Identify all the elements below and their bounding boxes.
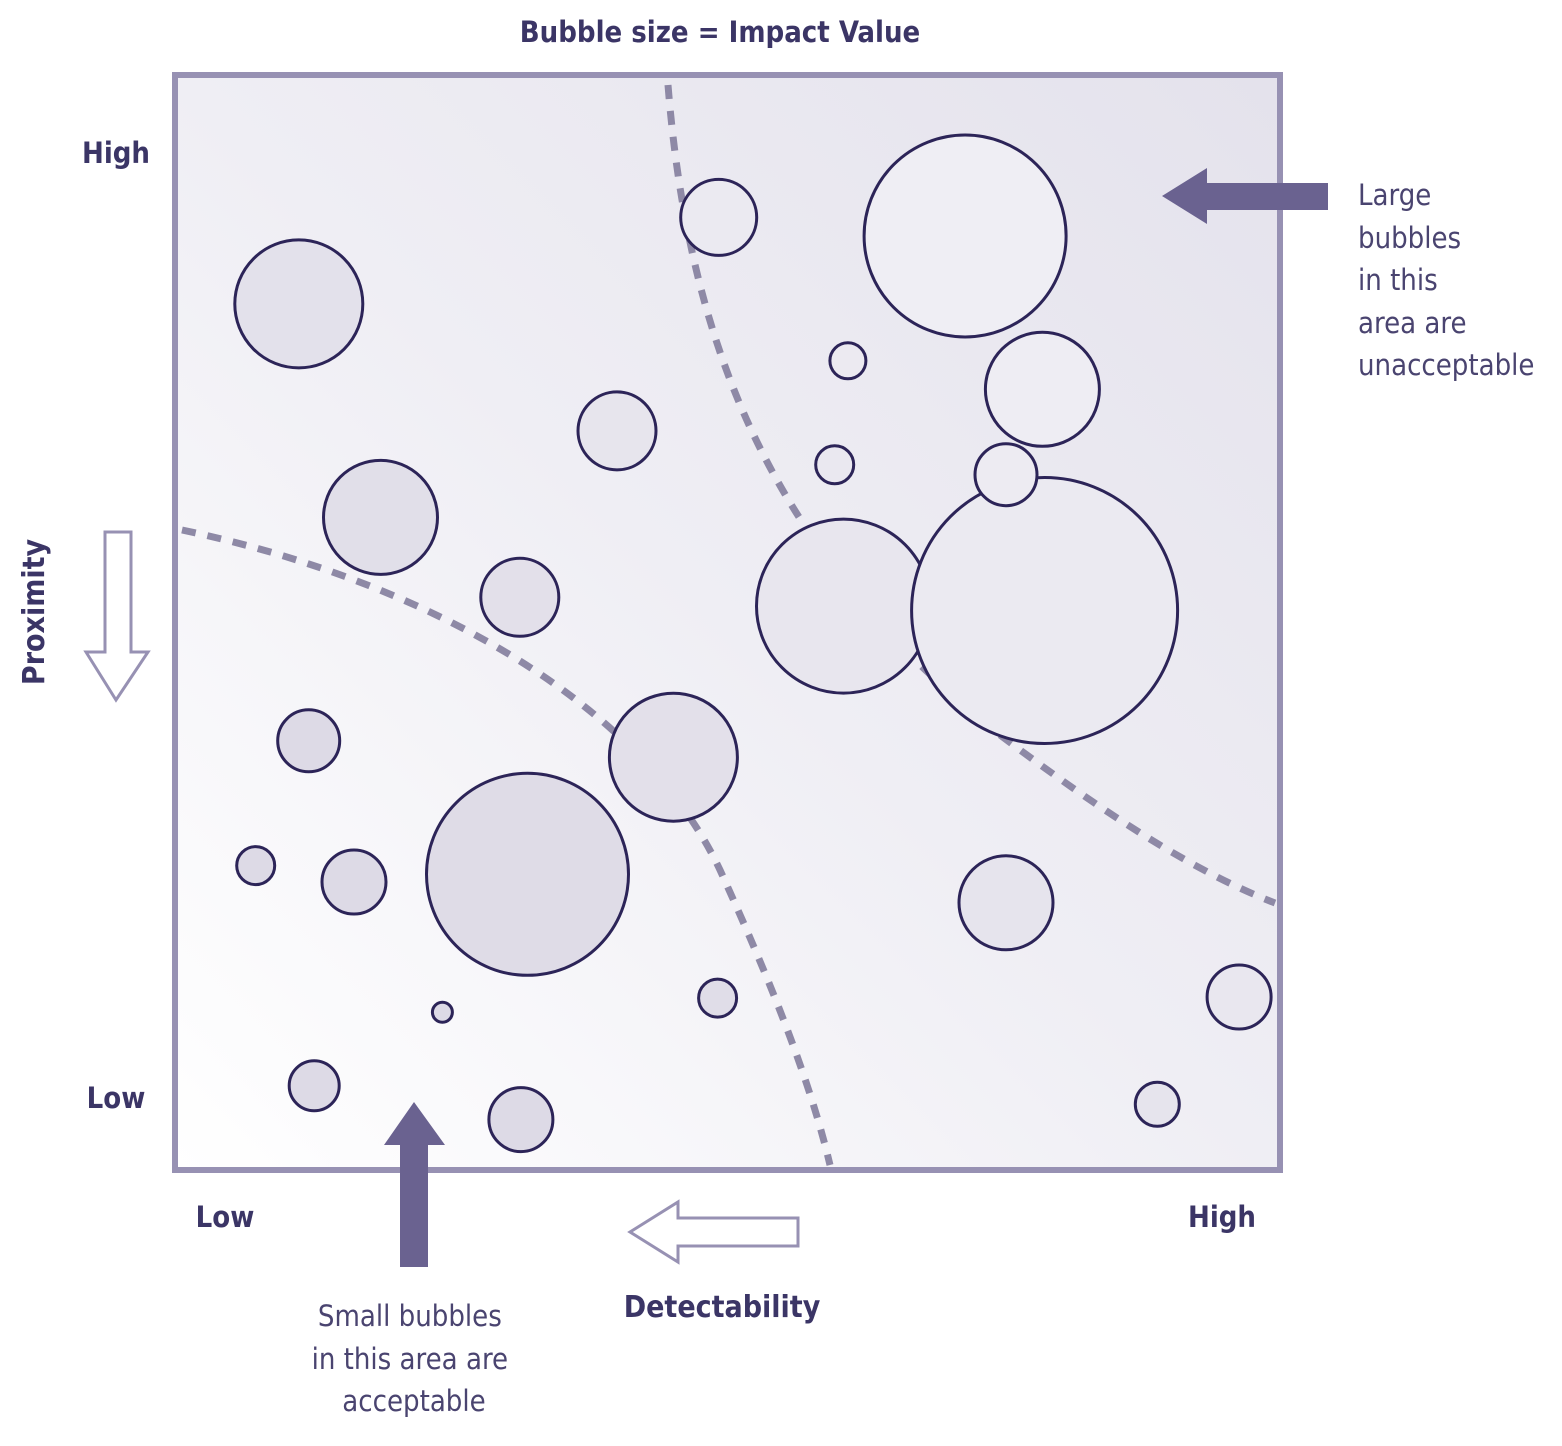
- bubble-19: [983, 330, 1101, 448]
- bubble-2: [322, 458, 439, 576]
- acceptable-arrow-icon: [384, 1102, 445, 1267]
- proximity-arrow-icon: [83, 530, 151, 703]
- bubble-11: [576, 390, 658, 472]
- bubble-5: [320, 848, 388, 916]
- bubble-7: [430, 1000, 454, 1024]
- bubble-10: [479, 556, 561, 638]
- unacceptable-arrow-icon: [1162, 168, 1328, 224]
- bubble-layer: [233, 133, 1273, 1154]
- bubble-22: [957, 854, 1055, 952]
- bubble-3: [276, 708, 342, 774]
- bubble-23: [1205, 963, 1273, 1031]
- x-axis-label: Detectability: [624, 1290, 821, 1325]
- bubble-24: [1133, 1080, 1181, 1128]
- bubble-9: [487, 1086, 555, 1154]
- bubble-6: [287, 1059, 341, 1113]
- bubble-20: [910, 476, 1180, 745]
- bubble-4: [235, 845, 277, 887]
- bubble-17: [755, 517, 932, 695]
- y-axis-label: Proximity: [17, 539, 52, 686]
- bubble-21: [973, 442, 1039, 508]
- bubble-14: [679, 177, 759, 257]
- bubble-15: [828, 341, 868, 381]
- bubble-13: [697, 977, 739, 1019]
- bubble-8: [425, 771, 630, 977]
- chart-title: Bubble size = Impact Value: [520, 15, 921, 49]
- bubble-12: [607, 691, 739, 823]
- detectability-arrow-icon: [627, 1199, 800, 1265]
- x-tick-low: Low: [196, 1200, 255, 1234]
- acceptable-annotation: Small bubbles in this area are acceptabl…: [312, 1299, 517, 1418]
- unacceptable-annotation: Large bubbles in this area are unaccepta…: [1358, 178, 1534, 382]
- y-tick-low: Low: [87, 1081, 146, 1115]
- x-tick-high: High: [1188, 1200, 1256, 1234]
- bubble-16: [814, 444, 856, 486]
- y-tick-high: High: [82, 136, 150, 170]
- bubble-1: [233, 238, 365, 370]
- bubble-18: [862, 133, 1068, 339]
